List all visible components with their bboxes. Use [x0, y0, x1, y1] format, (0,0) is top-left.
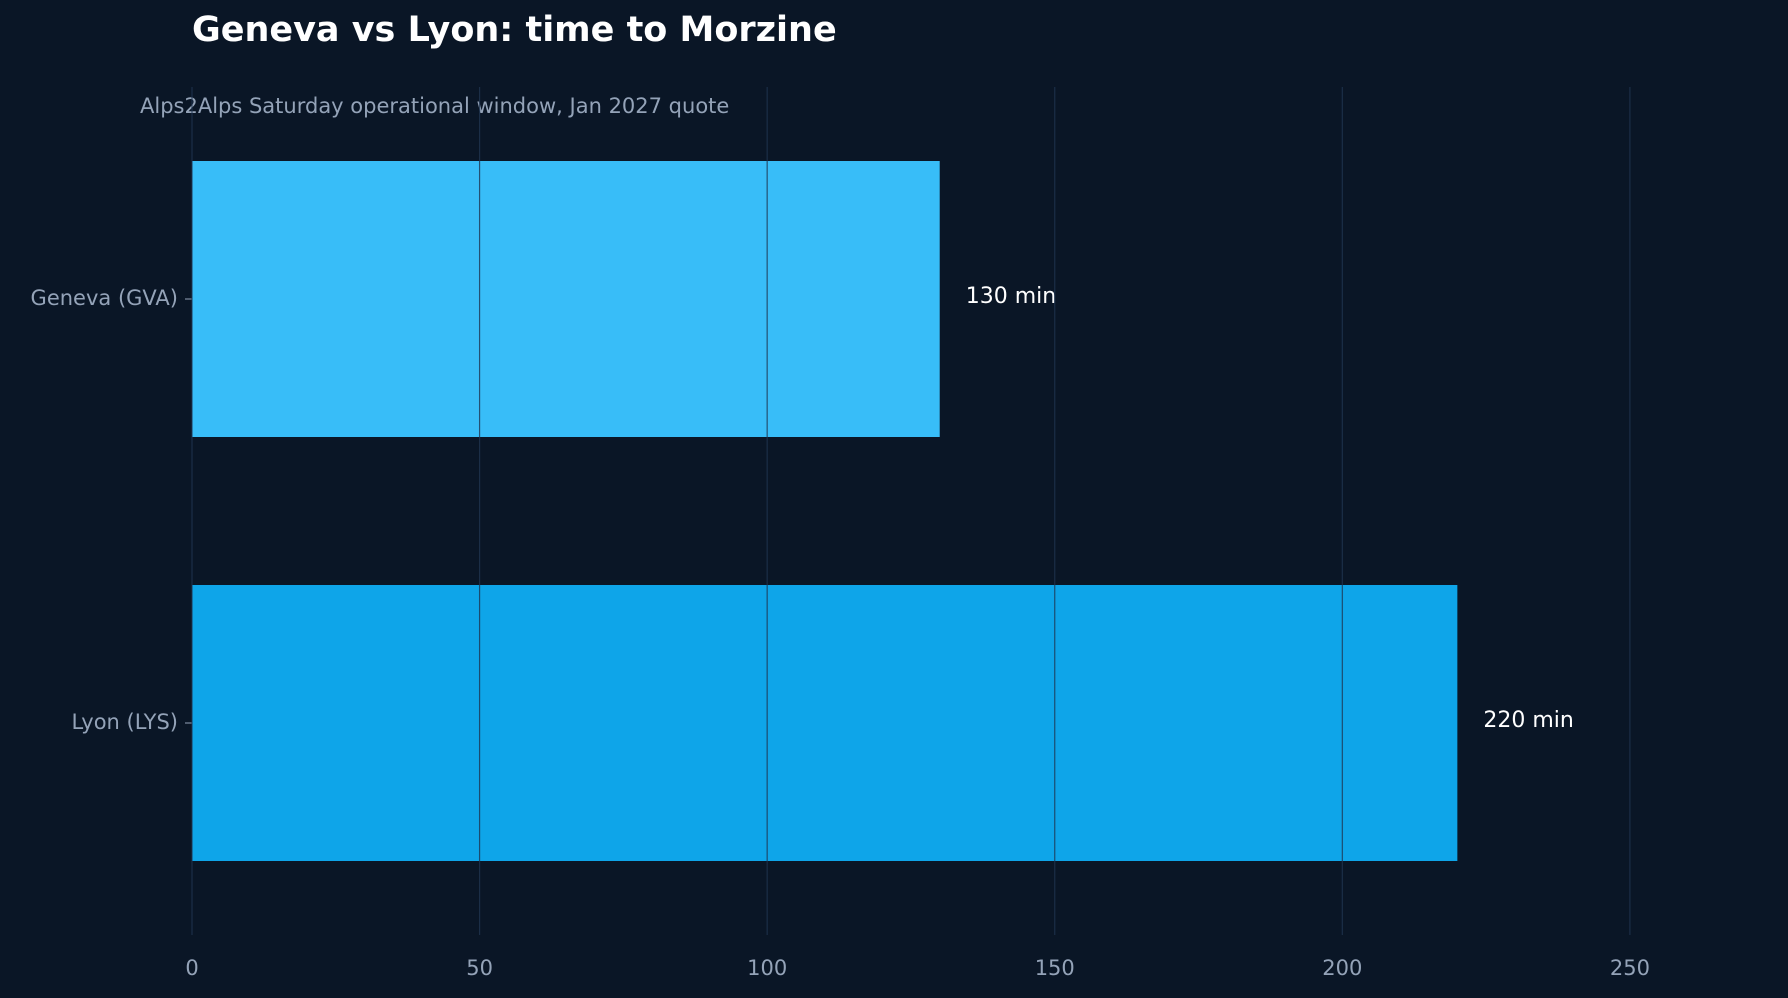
y-tick-label: Lyon (LYS) — [72, 710, 179, 734]
bar — [192, 585, 1458, 861]
value-label: 220 min — [1483, 708, 1573, 733]
x-tick-label: 200 — [1322, 956, 1362, 980]
bar — [192, 161, 940, 437]
value-label: 130 min — [966, 284, 1056, 309]
x-tick-label: 250 — [1610, 956, 1650, 980]
chart-title: Geneva vs Lyon: time to Morzine — [192, 10, 837, 50]
x-tick-label: 100 — [747, 956, 787, 980]
chart-subtitle: Alps2Alps Saturday operational window, J… — [140, 94, 729, 118]
x-tick-label: 0 — [185, 956, 198, 980]
y-tick-label: Geneva (GVA) — [31, 286, 178, 310]
x-tick-label: 50 — [466, 956, 493, 980]
x-tick-label: 150 — [1035, 956, 1075, 980]
